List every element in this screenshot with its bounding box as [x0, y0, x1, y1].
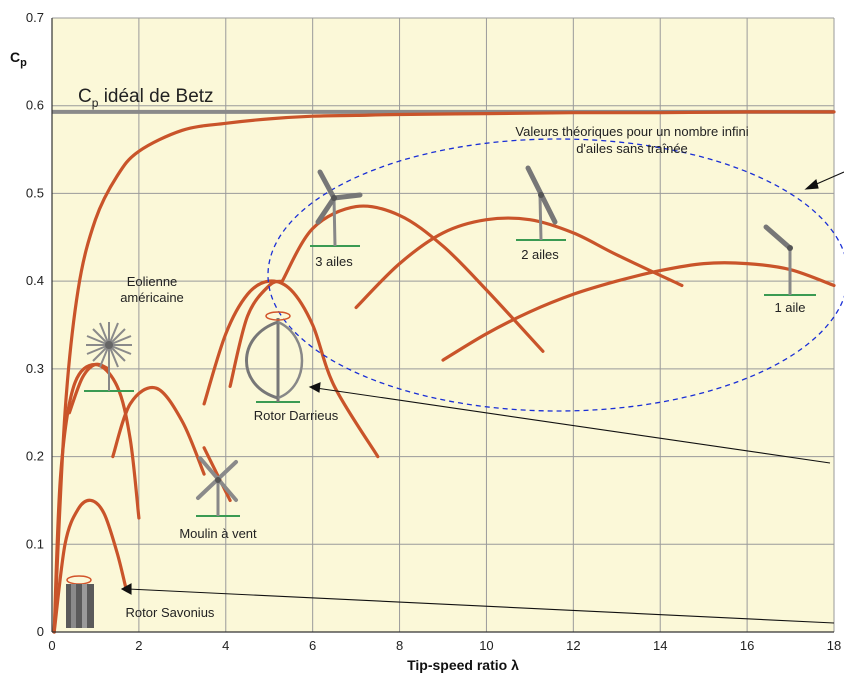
x-tick-label: 2: [135, 638, 142, 653]
x-tick-label: 16: [740, 638, 754, 653]
theory-label-line2: d'ailes sans traînée: [576, 141, 688, 156]
series-curve-5: [202, 446, 232, 502]
arrowhead-darrieus: [308, 382, 321, 393]
american-label-line1: Eolienne: [127, 274, 178, 289]
x-tick-label: 8: [396, 638, 403, 653]
arrow-savonius: [127, 588, 835, 624]
series-curves: [52, 110, 836, 634]
y-tick-label: 0.2: [26, 449, 44, 464]
x-tick-label: 14: [653, 638, 667, 653]
series-curve-9: [354, 216, 684, 310]
arrowhead-theory: [804, 178, 819, 190]
three-blades-label: 3 ailes: [315, 254, 353, 269]
series-curve-10: [441, 261, 836, 362]
y-tick-label: 0.4: [26, 273, 44, 288]
american-label-line2: américaine: [120, 290, 184, 305]
series-curve-7: [228, 279, 284, 388]
dutch-windmill-icon: [196, 456, 240, 517]
one-blade-turbine-icon: [763, 224, 816, 296]
theory-region-ellipse: [267, 138, 844, 412]
pointer-arrows: [120, 171, 844, 624]
x-tick-labels: 0 2 4 6 8 10 12 14 16 18: [48, 638, 841, 653]
darrieus-label: Rotor Darrieus: [254, 408, 339, 423]
series-curve-4: [111, 385, 206, 476]
y-axis-title: Cp: [10, 49, 27, 69]
series-curve-8: [280, 204, 545, 353]
x-tick-label: 6: [309, 638, 316, 653]
darrieus-rotor-icon: [245, 311, 304, 403]
y-tick-labels: 0 0.1 0.2 0.3 0.4 0.5 0.6 0.7: [26, 10, 44, 639]
three-blade-turbine-icon: [310, 169, 363, 247]
y-tick-label: 0: [37, 624, 44, 639]
arrowhead-savonius: [120, 583, 132, 595]
y-tick-label: 0.7: [26, 10, 44, 25]
savonius-rotor-icon: [66, 575, 94, 628]
series-curve-2: [52, 362, 141, 634]
two-blades-label: 2 ailes: [521, 247, 559, 262]
y-tick-label: 0.6: [26, 98, 44, 113]
y-tick-label: 0.5: [26, 185, 44, 200]
american-windmill-icon: [84, 322, 134, 392]
x-tick-label: 18: [827, 638, 841, 653]
one-blade-label: 1 aile: [774, 300, 805, 315]
plot-background: [52, 18, 834, 632]
theory-label-line1: Valeurs théoriques pour un nombre infini: [515, 124, 748, 139]
two-blade-turbine-icon: [516, 165, 566, 241]
arrow-darrieus: [315, 387, 831, 464]
x-tick-label: 12: [566, 638, 580, 653]
x-tick-label: 0: [48, 638, 55, 653]
betz-label: Cp idéal de Betz: [78, 86, 214, 110]
x-tick-label: 4: [222, 638, 229, 653]
series-curve-0: [52, 110, 836, 634]
series-curve-3: [67, 362, 111, 415]
savonius-label: Rotor Savonius: [126, 605, 215, 620]
y-tick-label: 0.1: [26, 536, 44, 551]
x-tick-label: 10: [479, 638, 493, 653]
x-axis-title: Tip-speed ratio λ: [407, 657, 519, 673]
windmill-label: Moulin à vent: [179, 526, 257, 541]
y-tick-label: 0.3: [26, 361, 44, 376]
series-curve-1: [52, 498, 128, 634]
series-curve-6: [202, 279, 380, 459]
